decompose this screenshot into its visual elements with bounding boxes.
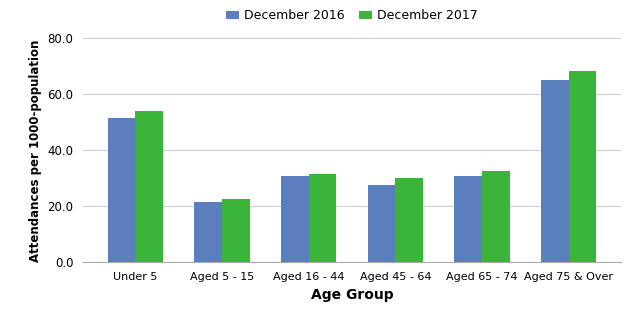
Y-axis label: Attendances per 1000-population: Attendances per 1000-population bbox=[29, 39, 42, 261]
Bar bbox=[222, 199, 250, 262]
Bar bbox=[454, 176, 482, 262]
Bar bbox=[367, 185, 396, 262]
Bar bbox=[482, 172, 509, 262]
Bar bbox=[396, 178, 423, 262]
Legend: December 2016, December 2017: December 2016, December 2017 bbox=[221, 4, 483, 27]
Bar bbox=[195, 202, 222, 262]
Bar bbox=[541, 80, 568, 262]
Bar bbox=[568, 71, 596, 262]
Bar bbox=[308, 174, 337, 262]
Bar bbox=[281, 176, 308, 262]
Bar bbox=[136, 111, 163, 262]
X-axis label: Age Group: Age Group bbox=[310, 288, 394, 302]
Bar bbox=[108, 118, 136, 262]
